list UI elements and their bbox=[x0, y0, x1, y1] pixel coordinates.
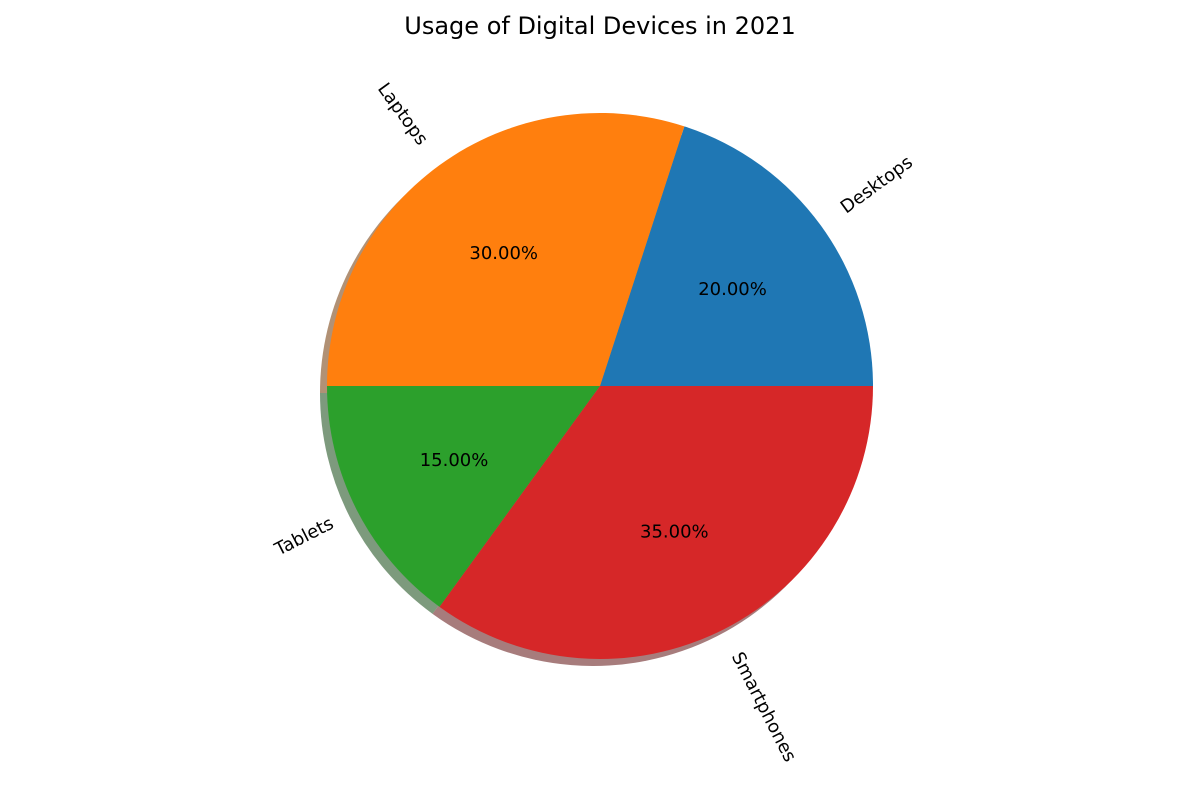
percent-label-laptops: 30.00% bbox=[469, 243, 538, 264]
category-label-smartphones: Smartphones bbox=[727, 649, 800, 766]
pie-slices bbox=[327, 112, 873, 659]
category-label-tablets: Tablets bbox=[271, 513, 338, 561]
slice-desktops bbox=[600, 126, 873, 386]
slice-laptops bbox=[327, 112, 685, 386]
percent-label-desktops: 20.00% bbox=[698, 279, 767, 300]
category-label-desktops: Desktops bbox=[837, 152, 917, 218]
chart-title: Usage of Digital Devices in 2021 bbox=[404, 12, 796, 40]
percent-label-tablets: 15.00% bbox=[420, 450, 489, 471]
category-label-laptops: Laptops bbox=[373, 79, 432, 149]
percent-label-smartphones: 35.00% bbox=[640, 521, 709, 542]
slice-smartphones bbox=[439, 386, 873, 659]
slice-tablets bbox=[327, 386, 600, 607]
